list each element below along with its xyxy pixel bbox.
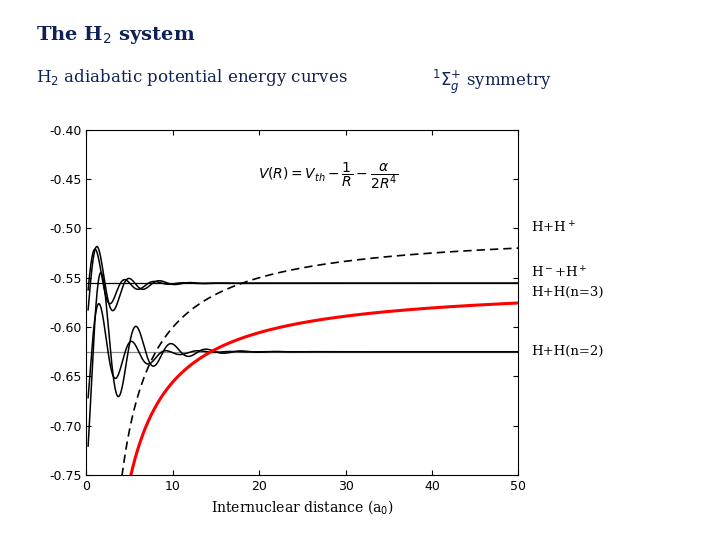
Text: $V(R) = V_{th} - \dfrac{1}{R} - \dfrac{\alpha}{2R^4}$: $V(R) = V_{th} - \dfrac{1}{R} - \dfrac{\… (258, 160, 398, 192)
Text: The H$_2$ system: The H$_2$ system (36, 24, 195, 46)
Text: H+H$^+$: H+H$^+$ (531, 221, 576, 236)
Text: H$^-$+H$^+$: H$^-$+H$^+$ (531, 265, 588, 280)
Text: H$_2$ adiabatic potential energy curves: H$_2$ adiabatic potential energy curves (36, 68, 348, 89)
Text: $^{1}\Sigma_{g}^{+}$ symmetry: $^{1}\Sigma_{g}^{+}$ symmetry (432, 68, 552, 96)
Text: H+H(n=2): H+H(n=2) (531, 345, 604, 358)
X-axis label: Internuclear distance (a$_0$): Internuclear distance (a$_0$) (211, 498, 394, 516)
Text: H+H(n=3): H+H(n=3) (531, 286, 604, 299)
